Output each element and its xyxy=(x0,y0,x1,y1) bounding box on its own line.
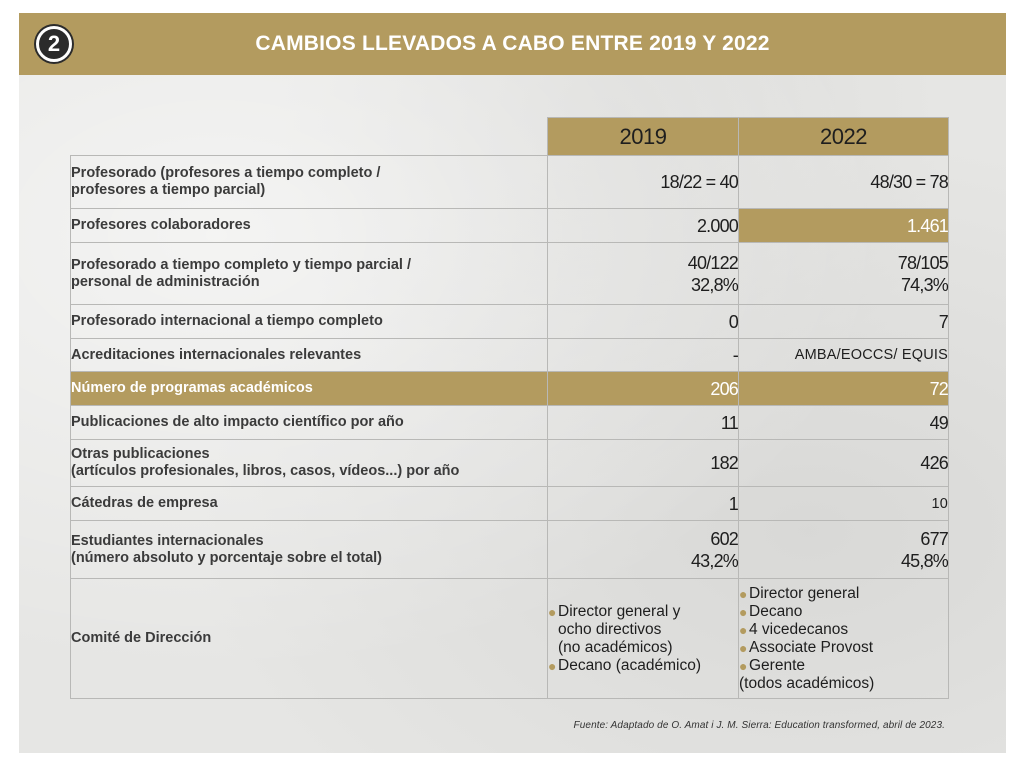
table-header-row: 2019 2022 xyxy=(71,117,949,156)
list-item: (todos académicos) xyxy=(739,674,875,692)
bullet-dot-icon: ● xyxy=(548,603,557,620)
value-line: 32,8% xyxy=(690,274,739,295)
row-label: Profesorado internacional a tiempo compl… xyxy=(70,304,548,339)
value-2022: AMBA/EOCCS/ EQUIS xyxy=(738,338,949,372)
value-2022: 677 45,8% xyxy=(738,520,949,579)
list-item: (no académicos) xyxy=(558,638,673,656)
comparison-table: 2019 2022 Profesorado (profesores a tiem… xyxy=(70,117,949,699)
table-row-highlighted: Número de programas académicos 206 72 xyxy=(70,371,949,406)
column-header-2019: 2019 xyxy=(547,117,739,156)
table-row: Acreditaciones internacionales relevante… xyxy=(70,338,949,372)
bullet-dot-icon: ● xyxy=(739,621,748,638)
value-2019: - xyxy=(547,338,739,372)
value-2019: 0 xyxy=(547,304,739,339)
value-line: 677 xyxy=(920,528,948,549)
value-2022: 49 xyxy=(738,405,949,440)
list-item: ● Director general y xyxy=(548,602,681,620)
bullet-dot-icon: ● xyxy=(739,603,748,620)
value-line: 78/105 xyxy=(897,252,949,273)
row-label: Número de programas académicos xyxy=(70,371,548,406)
value-2019: 206 xyxy=(547,371,739,406)
table-row-committee: Comité de Dirección ● Director general y … xyxy=(70,578,949,699)
table-row: Profesorado a tiempo completo y tiempo p… xyxy=(70,242,949,305)
value-2019: 182 xyxy=(547,439,739,487)
value-line: 74,3% xyxy=(900,274,949,295)
value-2019: 602 43,2% xyxy=(547,520,739,579)
value-2022: 72 xyxy=(738,371,949,406)
row-label: Profesorado a tiempo completo y tiempo p… xyxy=(70,242,548,305)
page-title: CAMBIOS LLEVADOS A CABO ENTRE 2019 Y 202… xyxy=(255,32,770,55)
value-2022: 7 xyxy=(738,304,949,339)
header-bar: CAMBIOS LLEVADOS A CABO ENTRE 2019 Y 202… xyxy=(19,13,1006,75)
committee-2022-list: ● Director general ● Decano ● 4 vicedecanos… xyxy=(739,585,948,693)
table-row: Profesorado (profesores a tiempo complet… xyxy=(70,155,949,209)
value-2022-highlighted: 1.461 xyxy=(738,208,949,243)
column-header-2022: 2022 xyxy=(738,117,949,156)
value-2019: 11 xyxy=(547,405,739,440)
row-label-line: (artículos profesionales, libros, casos,… xyxy=(71,463,460,479)
row-label: Otras publicaciones (artículos profesiona… xyxy=(70,439,548,487)
table-row: Profesores colaboradores 2.000 1.461 xyxy=(70,208,949,243)
row-label-line: Estudiantes internacionales xyxy=(71,532,264,549)
list-item: ● Gerente xyxy=(739,656,806,674)
row-label-line: Profesorado a tiempo completo y tiempo p… xyxy=(71,256,412,273)
committee-2019-list: ● Director general y ocho directivos (no … xyxy=(548,603,738,675)
source-note: Fuente: Adaptado de O. Amat i J. M. Sier… xyxy=(573,720,945,731)
value-2022: 78/105 74,3% xyxy=(738,242,949,305)
value-2019: 40/122 32,8% xyxy=(547,242,739,305)
bullet-dot-icon: ● xyxy=(548,657,557,674)
row-label: Estudiantes internacionales (número absol… xyxy=(70,520,548,579)
value-line: 40/122 xyxy=(687,252,739,273)
value-2022: 426 xyxy=(738,439,949,487)
value-line: 602 xyxy=(710,528,738,549)
table-row: Cátedras de empresa 1 10 xyxy=(70,486,949,521)
bullet-dot-icon: ● xyxy=(739,657,748,674)
section-number-badge: 2 xyxy=(36,26,72,62)
row-label-line: profesores a tiempo parcial) xyxy=(71,182,266,198)
row-label: Comité de Dirección xyxy=(70,578,548,699)
list-item: ● Decano xyxy=(739,602,803,620)
row-label: Cátedras de empresa xyxy=(70,486,548,521)
list-item: ● Associate Provost xyxy=(739,638,874,656)
value-2022: 10 xyxy=(738,486,949,521)
row-label: Profesores colaboradores xyxy=(70,208,548,243)
table-row: Publicaciones de alto impacto científico… xyxy=(70,405,949,440)
row-label-line: (número absoluto y porcentaje sobre el t… xyxy=(71,549,382,566)
list-item: ● Director general xyxy=(739,584,860,602)
value-line: 45,8% xyxy=(900,550,949,571)
row-label: Publicaciones de alto impacto científico… xyxy=(70,405,548,440)
row-label-line: Otras publicaciones xyxy=(71,446,210,462)
value-2019: 18/22 = 40 xyxy=(547,155,739,209)
value-2022: 48/30 = 78 xyxy=(738,155,949,209)
header-spacer xyxy=(71,118,548,156)
value-line: 43,2% xyxy=(690,550,739,571)
row-label-line: Profesorado (profesores a tiempo complet… xyxy=(71,165,381,181)
list-item: ● Decano (académico) xyxy=(548,656,702,674)
value-2019: 1 xyxy=(547,486,739,521)
list-item: ocho directivos xyxy=(558,620,662,638)
bullet-dot-icon: ● xyxy=(739,585,748,602)
table-row: Otras publicaciones (artículos profesiona… xyxy=(70,439,949,487)
value-2019: 2.000 xyxy=(547,208,739,243)
slide-frame: CAMBIOS LLEVADOS A CABO ENTRE 2019 Y 202… xyxy=(19,13,1006,753)
row-label-line: personal de administración xyxy=(71,273,260,290)
table-row: Profesorado internacional a tiempo compl… xyxy=(70,304,949,339)
list-item: ● 4 vicedecanos xyxy=(739,620,849,638)
row-label: Profesorado (profesores a tiempo complet… xyxy=(70,155,548,209)
committee-2019-cell: ● Director general y ocho directivos (no … xyxy=(547,578,739,699)
row-label: Acreditaciones internacionales relevante… xyxy=(70,338,548,372)
committee-2022-cell: ● Director general ● Decano ● 4 vicedecanos… xyxy=(738,578,949,699)
table-row: Estudiantes internacionales (número absol… xyxy=(70,520,949,579)
bullet-dot-icon: ● xyxy=(739,639,748,656)
